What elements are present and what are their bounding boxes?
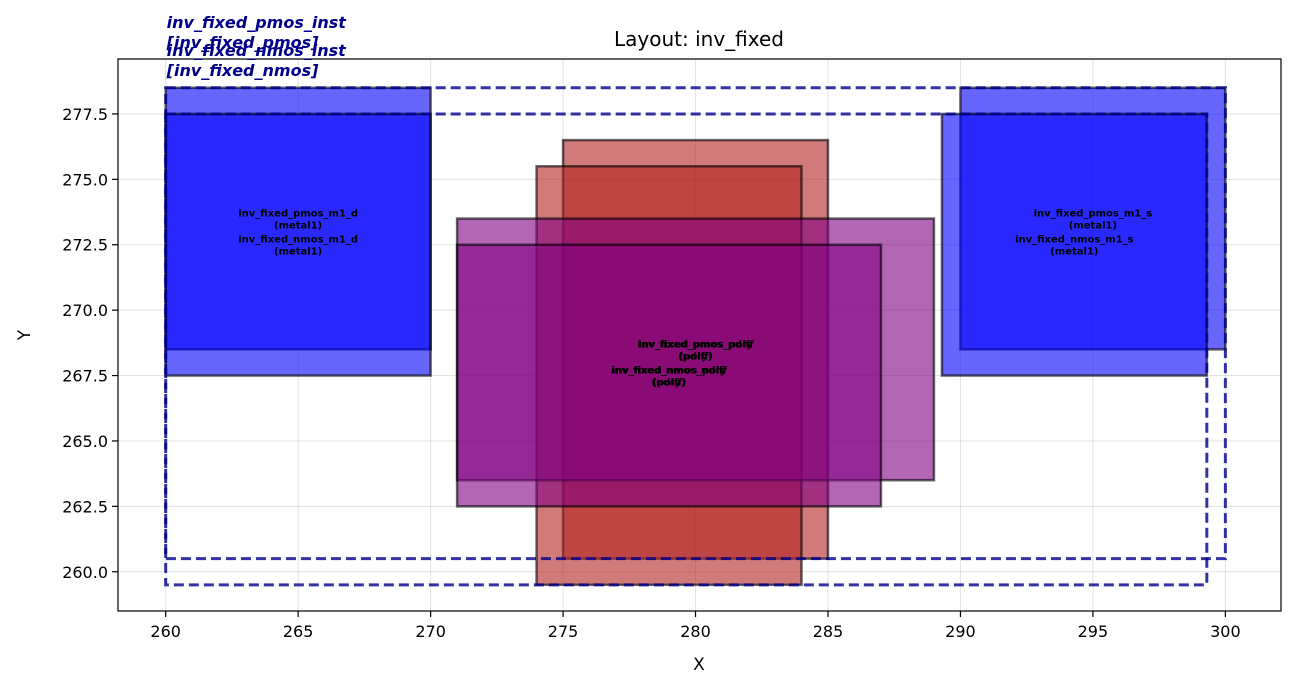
- y-tick-label: 262.5: [62, 497, 108, 516]
- shape-label: inv_fixed_nmos_m1_s (metal1): [1015, 235, 1134, 258]
- x-tick-label: 270: [415, 622, 446, 641]
- shape-label: inv_fixed_pmos_pdiff (pdiff): [637, 339, 754, 362]
- y-tick-label: 260.0: [62, 563, 108, 582]
- y-tick-label: 267.5: [62, 367, 108, 386]
- instances-layer: [164, 86, 1227, 587]
- shape-label: inv_fixed_nmos_ndiff (ndiff): [611, 366, 728, 389]
- x-tick-label: 260: [150, 622, 181, 641]
- y-tick-label: 265.0: [62, 432, 108, 451]
- chart-title: Layout: inv_fixed: [614, 27, 784, 51]
- y-axis-label: Y: [15, 329, 35, 341]
- x-tick-label: 290: [945, 622, 976, 641]
- instance-label: inv_fixed_nmos_inst [inv_fixed_nmos]: [166, 41, 348, 80]
- x-tick-label: 295: [1078, 622, 1109, 641]
- shape-inv-fixed-nmos-ndiff: [455, 243, 883, 508]
- shape-label: inv_fixed_nmos_m1_d (metal1): [238, 235, 358, 258]
- x-tick-label: 275: [548, 622, 579, 641]
- axis-ticks: 260 265 270 275 280 285 290 295 300 260.0 262.5 265…: [62, 105, 1240, 641]
- x-axis-label: X: [693, 655, 705, 675]
- instance-box-1: [164, 112, 1209, 587]
- x-tick-label: 280: [680, 622, 711, 641]
- x-tick-label: 265: [283, 622, 314, 641]
- instance-label: inv_fixed_pmos_inst [inv_fixed_pmos]: [166, 13, 348, 52]
- shapes-layer: [164, 86, 1227, 587]
- plot-area-frame: [117, 58, 1282, 612]
- x-tick-label: 300: [1210, 622, 1241, 641]
- shape-label: inv_fixed_nmos_poly (poly): [612, 366, 727, 389]
- shape-label: inv_fixed_pmos_m1_s (metal1): [1034, 209, 1153, 232]
- y-tick-label: 270.0: [62, 301, 108, 320]
- instance-labels-layer: inv_fixed_pmos_inst [inv_fixed_pmos]inv_f…: [166, 13, 348, 80]
- y-tick-label: 277.5: [62, 105, 108, 124]
- shape-labels-layer: inv_fixed_pmos_m1_d (metal1) inv_fixed_nmo…: [238, 209, 1152, 389]
- y-tick-label: 272.5: [62, 236, 108, 255]
- y-tick-label: 275.0: [62, 170, 108, 189]
- shape-label: inv_fixed_pmos_poly (poly): [638, 339, 753, 362]
- shape-label: inv_fixed_pmos_m1_d (metal1): [238, 209, 358, 232]
- shape-inv-fixed-nmos-m1-d: [164, 112, 432, 377]
- x-tick-label: 285: [813, 622, 844, 641]
